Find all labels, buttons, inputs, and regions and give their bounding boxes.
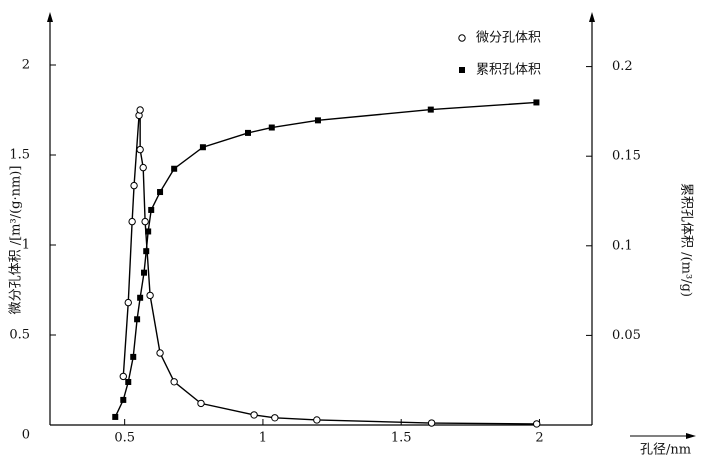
x-tick-label: 1 bbox=[259, 431, 267, 446]
x-tick-label: 2 bbox=[535, 431, 543, 446]
x-tick-label: 1.5 bbox=[391, 431, 412, 446]
marker bbox=[141, 269, 148, 276]
y-tick-label: 1 bbox=[22, 238, 30, 253]
marker bbox=[120, 396, 127, 403]
x-tick-label: 0.5 bbox=[114, 431, 135, 446]
legend-label: 累积孔体积 bbox=[476, 63, 541, 78]
marker bbox=[199, 144, 206, 151]
series-line bbox=[122, 109, 537, 425]
marker bbox=[119, 372, 127, 381]
marker bbox=[139, 163, 147, 172]
marker bbox=[532, 420, 541, 428]
marker bbox=[141, 217, 149, 226]
marker bbox=[137, 294, 144, 301]
marker bbox=[125, 378, 132, 385]
marker bbox=[148, 206, 155, 213]
marker bbox=[130, 353, 137, 360]
legend-marker bbox=[458, 34, 466, 42]
x-label-arrowhead bbox=[686, 433, 696, 439]
y-tick-label: 2 bbox=[22, 58, 30, 73]
marker bbox=[313, 416, 321, 424]
marker bbox=[112, 413, 119, 420]
marker bbox=[314, 117, 321, 124]
series-line bbox=[114, 101, 537, 418]
marker bbox=[130, 181, 138, 190]
marker bbox=[124, 298, 132, 307]
marker bbox=[427, 106, 434, 113]
y2-tick-label: 0.2 bbox=[612, 59, 633, 74]
y-axis-label: 微分孔体积 /[m³/(g·nm)] bbox=[9, 166, 24, 315]
marker bbox=[268, 124, 275, 131]
y-tick-label: 0.5 bbox=[9, 328, 30, 343]
marker bbox=[427, 419, 436, 427]
marker bbox=[171, 165, 178, 172]
marker bbox=[136, 106, 144, 114]
y2-axis-label: 累积孔体积 /(m³/g) bbox=[679, 183, 694, 297]
x-axis-label: 孔径/nm bbox=[640, 443, 691, 458]
y-axis-arrow bbox=[47, 12, 53, 22]
y-tick-label: 0 bbox=[22, 428, 30, 443]
marker bbox=[244, 129, 251, 136]
legend-label: 微分孔体积 bbox=[476, 31, 541, 46]
marker bbox=[156, 349, 164, 357]
marker bbox=[170, 378, 178, 386]
marker bbox=[271, 414, 279, 422]
marker bbox=[146, 291, 154, 300]
y2-tick-label: 0.05 bbox=[612, 328, 641, 343]
marker bbox=[136, 145, 144, 154]
y2-tick-label: 0.15 bbox=[612, 149, 641, 164]
marker bbox=[134, 316, 141, 323]
marker bbox=[145, 228, 152, 235]
marker bbox=[143, 248, 150, 255]
marker bbox=[157, 189, 164, 196]
marker bbox=[250, 411, 258, 419]
marker bbox=[197, 399, 205, 408]
marker bbox=[533, 99, 540, 106]
y2-tick-label: 0.1 bbox=[612, 238, 633, 253]
y-tick-label: 1.5 bbox=[9, 148, 30, 163]
legend-marker bbox=[459, 67, 465, 73]
marker bbox=[128, 217, 136, 226]
y2-axis-arrow bbox=[589, 12, 595, 22]
